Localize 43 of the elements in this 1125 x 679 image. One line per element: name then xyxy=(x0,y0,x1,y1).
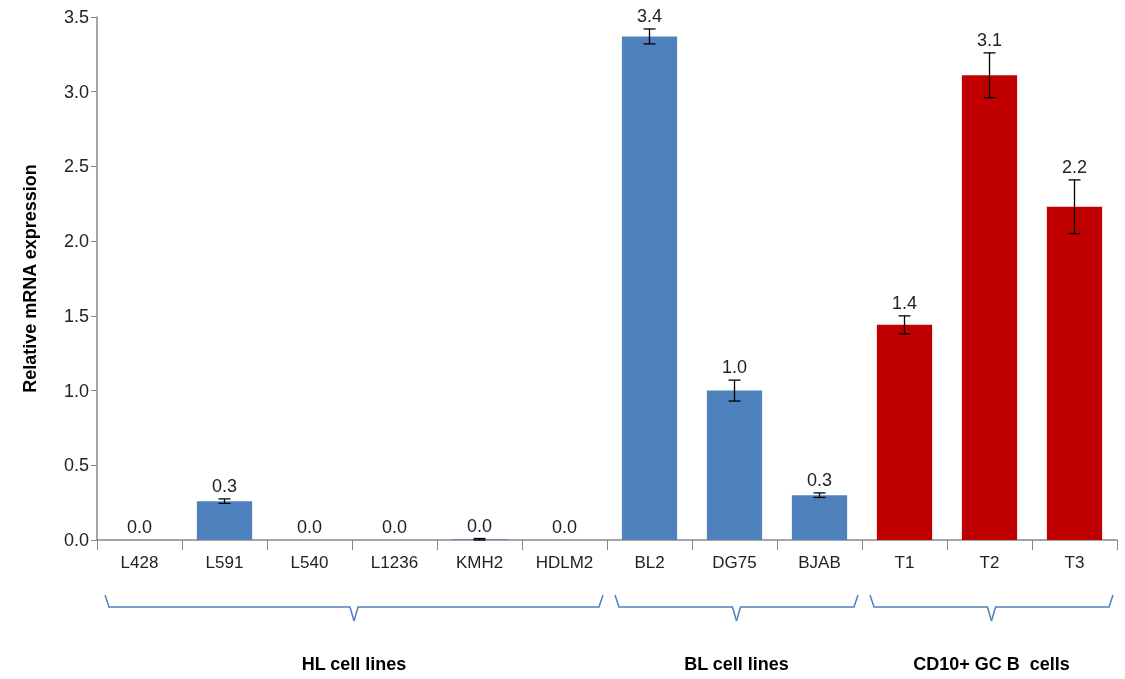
x-tick-label: BL2 xyxy=(634,553,665,572)
bar xyxy=(196,501,253,540)
bar xyxy=(961,75,1018,540)
text: HL cell lines xyxy=(301,654,407,674)
x-tick-label: L428 xyxy=(120,553,159,572)
y-tick-label: 2.0 xyxy=(63,231,89,252)
x-tick-label: L1236 xyxy=(370,553,419,572)
data-label: 1.0 xyxy=(721,357,748,378)
data-label: 3.1 xyxy=(976,29,1003,50)
x-tick-label: HDLM2 xyxy=(535,553,594,572)
x-tick-label: KMH2 xyxy=(455,553,504,572)
bar xyxy=(621,36,678,540)
bar xyxy=(1046,206,1103,540)
bar xyxy=(706,390,763,540)
x-tick-label: L591 xyxy=(205,553,244,572)
y-tick-label: 3.5 xyxy=(63,7,89,27)
y-tick-label: 0.5 xyxy=(63,455,89,476)
x-tick-label: T3 xyxy=(1064,553,1085,572)
x-tick-label: T2 xyxy=(979,553,1000,572)
y-tick-label: 3.0 xyxy=(63,81,89,102)
x-tick-label: L540 xyxy=(290,553,329,572)
text: BL cell lines xyxy=(684,654,789,674)
data-label: 1.4 xyxy=(891,292,918,313)
text: CD10+ GC B cells xyxy=(913,654,1070,674)
y-tick-label: 2.5 xyxy=(63,156,89,177)
data-label: 0.3 xyxy=(211,475,238,496)
x-tick-label: BJAB xyxy=(798,553,841,572)
y-tick-label: 0.0 xyxy=(63,530,89,550)
y-tick-label: 1.5 xyxy=(63,305,89,326)
y-tick-label: 1.0 xyxy=(63,380,89,401)
data-label: 0.0 xyxy=(551,517,578,537)
data-label: 2.2 xyxy=(1061,156,1088,177)
x-tick-label: DG75 xyxy=(712,553,757,572)
bar xyxy=(876,324,933,540)
bar xyxy=(791,495,848,540)
y-axis-title: Relative mRNA expression xyxy=(20,164,40,393)
data-label: 0.0 xyxy=(296,517,323,537)
data-label: 3.4 xyxy=(636,5,663,26)
data-label: 0.3 xyxy=(806,469,833,490)
data-label: 0.0 xyxy=(381,517,408,537)
data-label: 0.0 xyxy=(126,517,153,537)
data-label: 0.0 xyxy=(466,515,493,536)
x-tick-label: T1 xyxy=(894,553,915,572)
